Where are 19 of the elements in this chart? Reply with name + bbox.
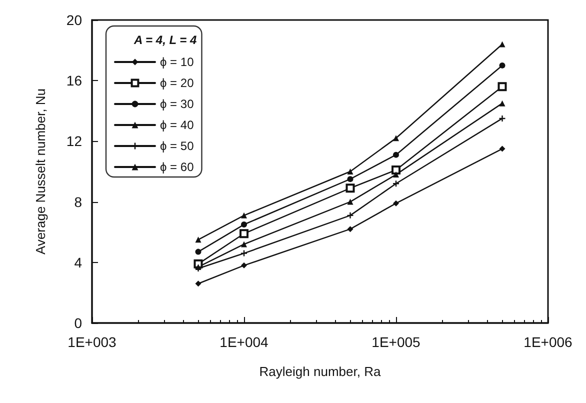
y-tick-label: 16 xyxy=(66,72,82,89)
y-tick-label: 8 xyxy=(74,194,82,210)
legend-label: ϕ = 30 xyxy=(160,97,194,111)
x-axis-title: Rayleigh number, Ra xyxy=(259,364,382,379)
y-axis-title: Average Nusselt number, Nu xyxy=(33,88,48,254)
legend-label: ϕ = 50 xyxy=(160,139,194,153)
legend-label: ϕ = 20 xyxy=(160,76,194,90)
y-tick-label: 12 xyxy=(66,133,82,150)
legend-label: ϕ = 60 xyxy=(160,160,194,174)
y-tick-label: 4 xyxy=(74,254,82,270)
legend-label: ϕ = 10 xyxy=(160,55,194,69)
x-tick-label: 1E+005 xyxy=(372,334,421,350)
y-tick-label: 20 xyxy=(66,12,82,28)
legend-title: A = 4, L = 4 xyxy=(133,33,198,47)
x-tick-label: 1E+004 xyxy=(220,334,269,350)
x-tick-label: 1E+003 xyxy=(68,334,117,350)
legend-label: ϕ = 40 xyxy=(160,118,194,132)
y-tick-label: 0 xyxy=(74,315,82,331)
x-tick-label: 1E+006 xyxy=(524,334,573,350)
